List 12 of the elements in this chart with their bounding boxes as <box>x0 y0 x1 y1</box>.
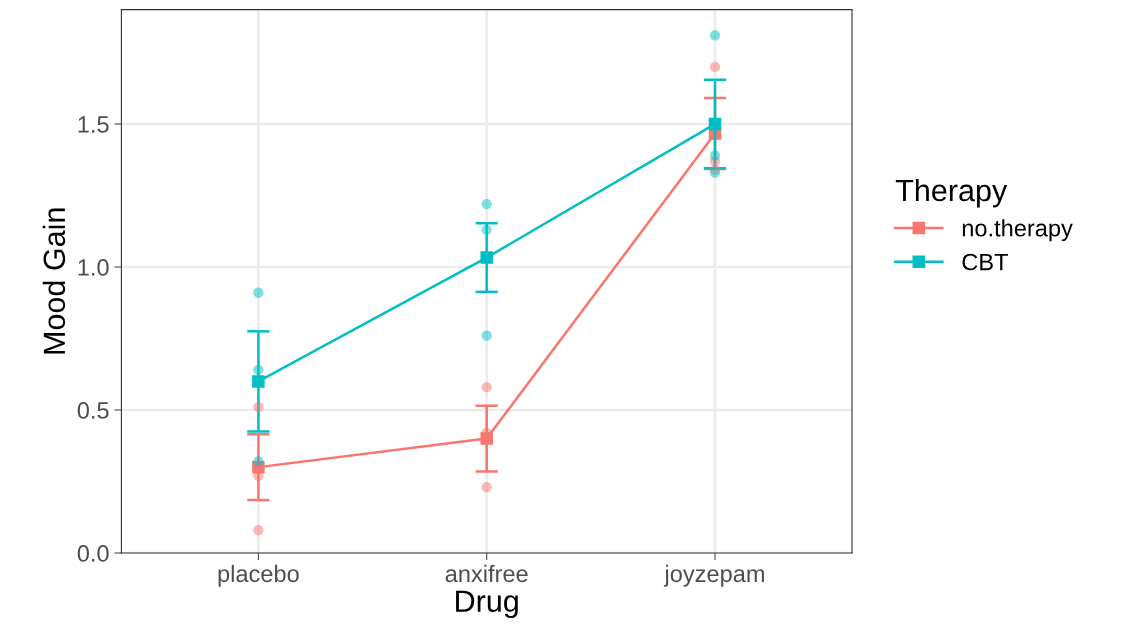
y-tick-label: 1.0 <box>78 259 109 276</box>
y-tick-label: 0.5 <box>77 402 109 419</box>
x-tick-label: anxifree <box>445 564 528 583</box>
legend-label: no.therapy <box>962 219 1073 242</box>
y-tick-label: 0.0 <box>77 545 109 562</box>
x-axis-title: Drug <box>456 590 518 619</box>
legend-title: Therapy <box>895 178 1008 208</box>
y-axis-title: Mood Gain <box>42 208 66 354</box>
y-tick-label: 1.5 <box>78 116 109 133</box>
x-tick-label: joyzepam <box>663 564 764 587</box>
legend-label: CBT <box>962 253 1008 271</box>
x-tick-label: placebo <box>218 564 299 587</box>
